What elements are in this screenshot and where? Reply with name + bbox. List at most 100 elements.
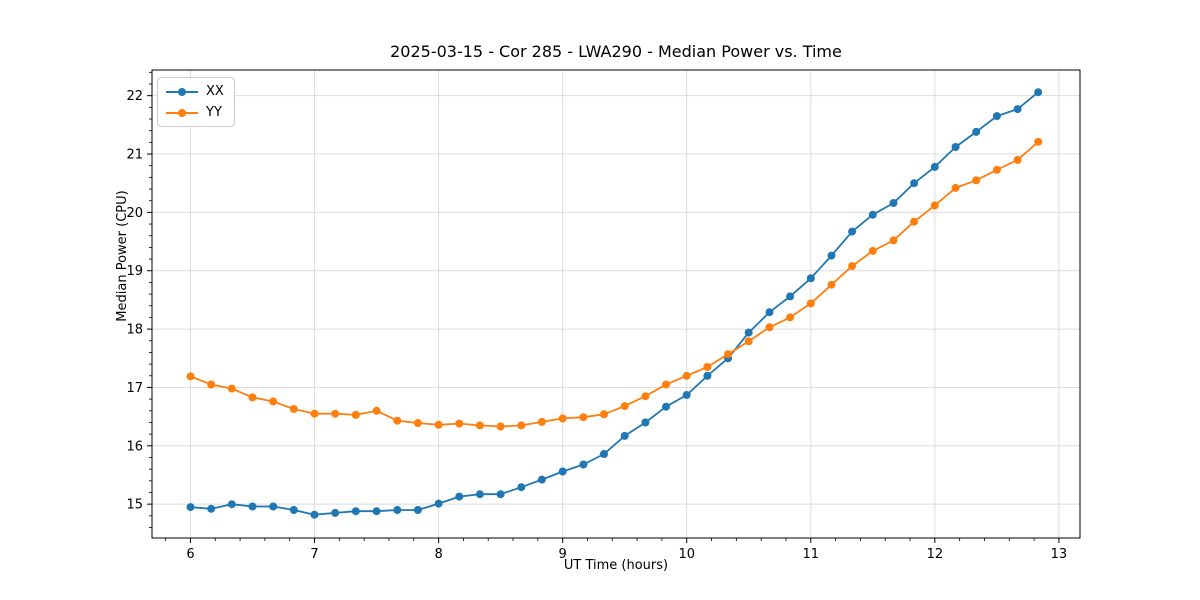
x-tick-label: 11 [803, 547, 820, 562]
series-YY-marker [517, 421, 526, 430]
series-YY-marker [868, 246, 877, 255]
series-XX-marker [558, 467, 567, 476]
y-tick-label: 17 [126, 381, 143, 396]
series-YY-marker [806, 299, 815, 308]
legend-item-XX: XX [166, 83, 224, 100]
series-YY-marker [310, 409, 319, 418]
x-tick-label: 10 [678, 547, 695, 562]
series-XX-marker [269, 502, 278, 511]
series-YY-marker [703, 363, 712, 371]
series-XX-marker [207, 504, 216, 513]
series-YY-marker [786, 313, 795, 322]
chart-title: 2025-03-15 - Cor 285 - LWA290 - Median P… [390, 42, 842, 61]
series-YY-marker [372, 406, 381, 415]
series-YY-marker [434, 420, 443, 429]
series-XX-marker [289, 506, 298, 514]
x-tick-label: 7 [310, 547, 318, 562]
series-XX-marker [806, 274, 815, 283]
series-YY-marker [331, 409, 340, 418]
series-XX-marker [868, 210, 877, 219]
series-XX-marker [475, 490, 484, 499]
series-XX-marker [310, 510, 319, 519]
y-tick-label: 16 [126, 439, 143, 454]
legend-label: YY [206, 105, 222, 120]
y-tick-label: 18 [126, 323, 143, 338]
series-YY-marker [207, 380, 216, 389]
y-axis-label: Median Power (CPU) [115, 190, 130, 322]
series-XX-line [190, 91, 1039, 516]
series-XX-marker [496, 490, 505, 499]
series-XX-marker [579, 460, 588, 469]
legend-line-marker-icon [166, 87, 198, 97]
series-XX-marker [620, 431, 629, 440]
series-XX-marker [765, 308, 774, 317]
series-YY-marker [724, 350, 732, 359]
x-tick-label: 8 [434, 547, 442, 562]
y-tick-label: 19 [126, 264, 143, 279]
series-YY-marker [455, 419, 464, 428]
series-YY-marker [848, 262, 857, 271]
series-XX-marker [662, 402, 670, 411]
series-XX-marker [889, 199, 898, 207]
y-tick-label: 22 [126, 89, 143, 104]
series-XX-marker [331, 508, 340, 517]
series-YY-marker [1034, 137, 1043, 146]
series-XX-marker [703, 371, 712, 380]
series-XX-marker [848, 227, 857, 236]
series-YY-marker [496, 422, 505, 431]
series-XX-marker [517, 483, 526, 492]
series-XX-marker [351, 507, 360, 516]
series-YY-marker [186, 372, 195, 381]
series-XX-marker [372, 507, 381, 516]
series-XX-marker [972, 127, 981, 136]
series-XX-marker [951, 143, 960, 151]
series-YY-marker [475, 421, 484, 430]
legend-item-YY: YY [166, 104, 224, 121]
series-XX-marker [641, 418, 650, 427]
x-tick-label: 12 [927, 547, 944, 562]
series-XX-marker [455, 492, 464, 501]
x-tick-label: 6 [186, 547, 194, 562]
series-YY-marker [227, 384, 236, 393]
series-YY-marker [269, 397, 278, 406]
series-YY-marker [600, 410, 608, 419]
series-YY-marker [641, 392, 650, 401]
series-XX-marker [393, 506, 402, 514]
series-XX-marker [537, 475, 546, 484]
series-YY-marker [951, 183, 960, 192]
series-XX-marker [1034, 88, 1043, 97]
series-XX-marker [682, 391, 691, 399]
x-tick-label: 9 [559, 547, 567, 562]
legend: XX YY [157, 77, 235, 127]
legend-line-marker-icon [166, 108, 198, 118]
series-YY-marker [289, 405, 298, 413]
series-YY-marker [1013, 155, 1022, 164]
series-XX-marker [930, 162, 939, 171]
series-YY-marker [393, 416, 402, 425]
series-YY-marker [537, 417, 546, 426]
series-YY-marker [662, 380, 670, 389]
series-XX-marker [786, 292, 795, 301]
plot-border [151, 69, 1081, 539]
series-YY-marker [972, 176, 981, 185]
series-XX-marker [227, 500, 236, 509]
series-XX-marker [248, 502, 257, 511]
series-YY-marker [910, 217, 919, 226]
series-YY-marker [930, 201, 939, 210]
series-XX-marker [992, 112, 1001, 121]
series-XX-marker [186, 503, 195, 512]
y-tick-label: 15 [126, 498, 143, 513]
series-XX-marker [413, 506, 422, 514]
series-YY-marker [827, 280, 836, 289]
series-XX-marker [744, 328, 753, 337]
legend-label: XX [206, 84, 224, 99]
x-axis-label: UT Time (hours) [563, 558, 669, 573]
series-YY-marker [744, 337, 753, 346]
series-YY-marker [558, 414, 567, 423]
series-YY-marker [765, 323, 774, 332]
series-XX-marker [1013, 105, 1022, 114]
series-YY-marker [413, 419, 422, 427]
series-YY-marker [992, 165, 1001, 174]
